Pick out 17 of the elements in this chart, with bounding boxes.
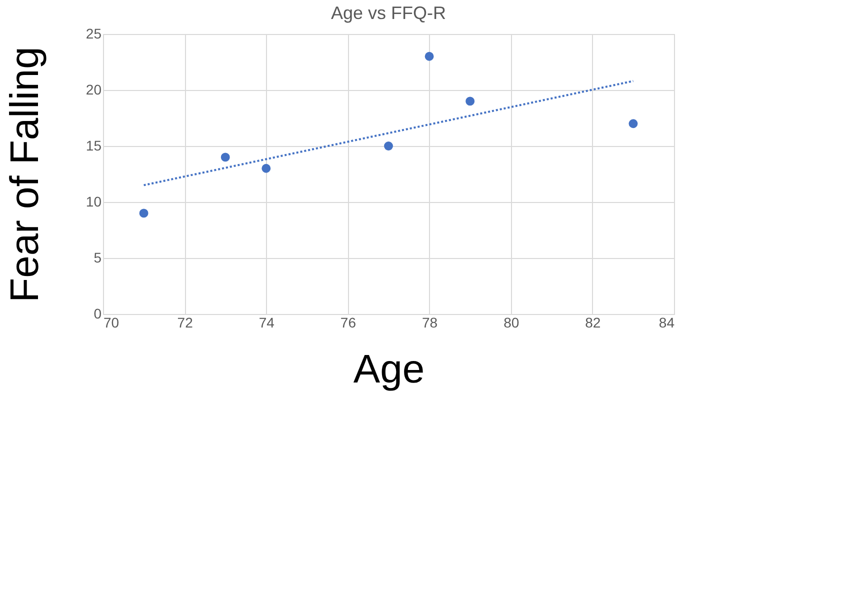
- x-tick-label: 82: [585, 314, 601, 330]
- y-axis-title: Fear of Falling: [2, 46, 47, 302]
- x-tick-label: 78: [422, 314, 438, 330]
- x-axis-title: Age: [353, 348, 425, 392]
- y-tick-label: 15: [86, 138, 102, 154]
- y-tick-label: 5: [94, 250, 102, 266]
- y-tick-label: 0: [94, 306, 102, 322]
- x-tick-label: 76: [340, 314, 356, 330]
- x-tick-label: 72: [177, 314, 194, 330]
- x-tick-label: 80: [504, 314, 520, 330]
- y-tick-label: 25: [86, 26, 102, 42]
- x-tick-label: 70: [104, 314, 120, 330]
- x-tick-label: 74: [258, 314, 275, 330]
- chart-title: Age vs FFQ-R: [330, 3, 446, 23]
- y-tick-label: 10: [86, 194, 102, 210]
- y-tick-label: 20: [86, 82, 102, 98]
- x-tick-label: 84: [658, 314, 675, 330]
